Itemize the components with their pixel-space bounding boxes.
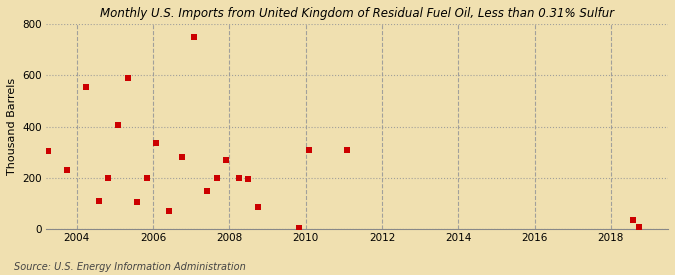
Point [81,84,92,89]
Point [202,188,213,193]
Point [122,76,133,80]
Point [164,209,175,213]
Point [221,158,232,162]
Point [132,200,142,204]
Point [211,176,222,180]
Point [243,177,254,181]
Point [141,176,152,180]
Point [43,149,53,153]
Y-axis label: Thousand Barrels: Thousand Barrels [7,78,17,175]
Point [176,155,187,160]
Point [303,147,314,152]
Title: Monthly U.S. Imports from United Kingdom of Residual Fuel Oil, Less than 0.31% S: Monthly U.S. Imports from United Kingdom… [100,7,614,20]
Point [628,218,639,222]
Point [234,176,244,180]
Point [94,199,105,203]
Text: Source: U.S. Energy Information Administration: Source: U.S. Energy Information Administ… [14,262,245,272]
Point [342,147,352,152]
Point [252,205,263,210]
Point [294,226,304,230]
Point [151,141,161,145]
Point [103,176,114,180]
Point [62,168,73,172]
Point [634,224,645,229]
Point [113,123,124,127]
Point [189,35,200,39]
